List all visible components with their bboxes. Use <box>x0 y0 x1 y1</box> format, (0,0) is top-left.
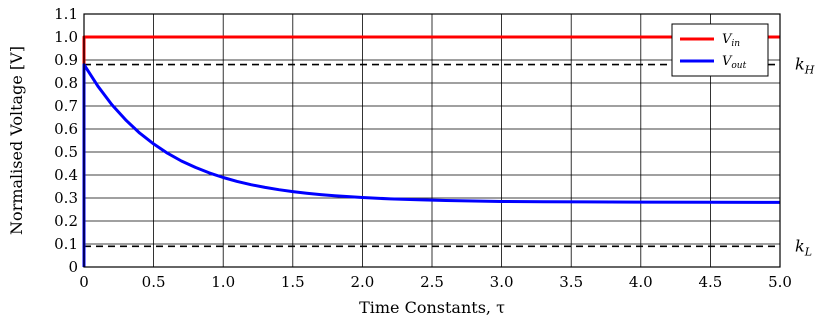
y-tick-label: 0.4 <box>54 166 78 184</box>
x-tick-label: 1.5 <box>281 273 305 291</box>
y-tick-label: 0.6 <box>54 120 78 138</box>
x-tick-label: 2.0 <box>350 273 374 291</box>
x-tick-label: 4.5 <box>698 273 722 291</box>
plot-frame <box>83 13 781 268</box>
reference-lines <box>84 63 780 248</box>
legend-entry-in: Vin <box>722 32 740 49</box>
y-tick-label: 0.5 <box>54 143 78 161</box>
reference-line-label-L: kL <box>795 236 812 258</box>
x-tick-label: 4.0 <box>629 273 653 291</box>
y-tick-label: 0.1 <box>54 235 78 253</box>
x-tick-label: 3.5 <box>559 273 583 291</box>
annot-sub: L <box>804 245 812 258</box>
x-tick-label: 2.5 <box>420 273 444 291</box>
x-tick-label: 0 <box>79 273 89 291</box>
annot-main: k <box>795 236 805 255</box>
y-tick-label: 0.7 <box>54 97 78 115</box>
legend-box <box>671 23 769 77</box>
y-tick-label: 0.2 <box>54 212 78 230</box>
y-tick-label: 1.1 <box>54 5 78 23</box>
legend-main: V <box>722 32 733 47</box>
legend-main: V <box>722 54 733 69</box>
legend-sub: out <box>731 61 746 71</box>
series-line-out <box>82 63 781 267</box>
y-tick-label: 0.3 <box>54 189 78 207</box>
x-tick-label: 5.0 <box>768 273 792 291</box>
x-tick-label: 3.0 <box>490 273 514 291</box>
x-tick-labels: 0 0.5 1.0 1.5 2.0 2.5 3.0 3.5 4.0 4.5 5.0 <box>79 273 792 291</box>
y-axis-label: Normalised Voltage [V] <box>7 46 26 235</box>
legend-entry-out: Vout <box>722 54 747 71</box>
annot-sub: H <box>804 64 815 77</box>
legend-sub: in <box>731 39 740 49</box>
annot-main: k <box>795 55 805 74</box>
y-tick-label: 0.8 <box>54 74 78 92</box>
y-tick-label: 0 <box>68 258 78 276</box>
x-tick-label: 1.0 <box>211 273 235 291</box>
reference-line-label-H: kH <box>795 55 815 77</box>
x-axis-label: Time Constants, τ <box>359 298 505 317</box>
y-tick-label: 1.0 <box>54 28 78 46</box>
y-tick-labels: 0 0.1 0.2 0.3 0.4 0.5 0.6 0.7 0.8 0.9 1.0 1.1 <box>54 5 78 276</box>
x-tick-label: 0.5 <box>142 273 166 291</box>
y-tick-label: 0.9 <box>54 51 78 69</box>
